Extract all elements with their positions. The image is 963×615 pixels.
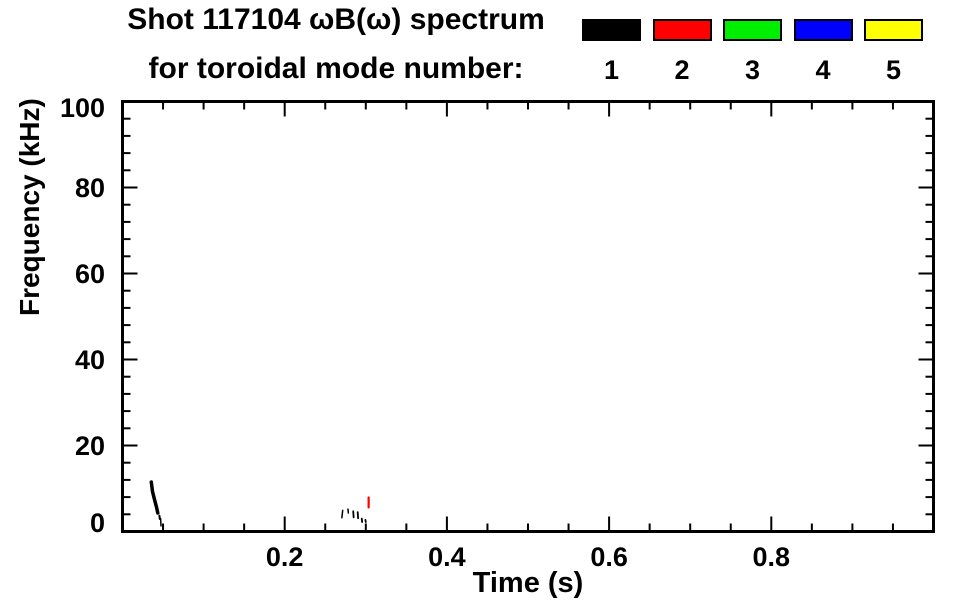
legend: 1 2 3 4 5 (0, 0, 963, 95)
legend-label-mode-2: 2 (674, 55, 690, 85)
legend-item-mode-4: 4 (793, 0, 853, 90)
y-tick-label: 60 (74, 258, 105, 289)
x-tick-label: 0.2 (265, 542, 304, 572)
legend-item-mode-2: 2 (652, 0, 712, 90)
y-tick-label: 40 (74, 344, 105, 375)
data-mark-toroidal-mode-n-1 (341, 509, 344, 519)
legend-swatch-mode-1 (582, 19, 641, 41)
x-tick-label: 0.8 (752, 542, 791, 572)
legend-item-mode-3: 3 (723, 0, 782, 90)
legend-item-mode-5: 5 (864, 0, 923, 90)
legend-label-mode-5: 5 (885, 55, 902, 85)
legend-label-mode-1: 1 (603, 55, 620, 85)
plot-area (121, 100, 935, 533)
legend-label-mode-3: 3 (744, 55, 761, 85)
y-tick-label: 80 (74, 172, 105, 203)
chart-subtitle: for toroidal mode number: (148, 52, 524, 85)
plot-frame (121, 100, 935, 533)
x-tick-label: 0.4 (428, 542, 466, 572)
legend-item-mode-1: 1 (582, 0, 641, 90)
x-tick-label: 0.6 (590, 542, 628, 572)
axes-frame (121, 100, 935, 533)
legend-swatch-mode-5 (864, 19, 923, 41)
legend-label-mode-4: 4 (815, 55, 831, 85)
chart-title: Shot 117104 ωB(ω) spectrum (127, 3, 545, 36)
legend-swatch-mode-4 (793, 19, 853, 41)
y-tick-label: 20 (74, 430, 105, 461)
y-tick-label: 100 (59, 93, 105, 123)
legend-swatch-mode-2 (652, 19, 712, 41)
legend-swatch-mode-3 (723, 19, 782, 41)
y-tick-label: 0 (89, 508, 105, 538)
x-axis-title: Time (s) (472, 567, 584, 599)
data-mark-toroidal-mode-n-1 (149, 480, 160, 515)
